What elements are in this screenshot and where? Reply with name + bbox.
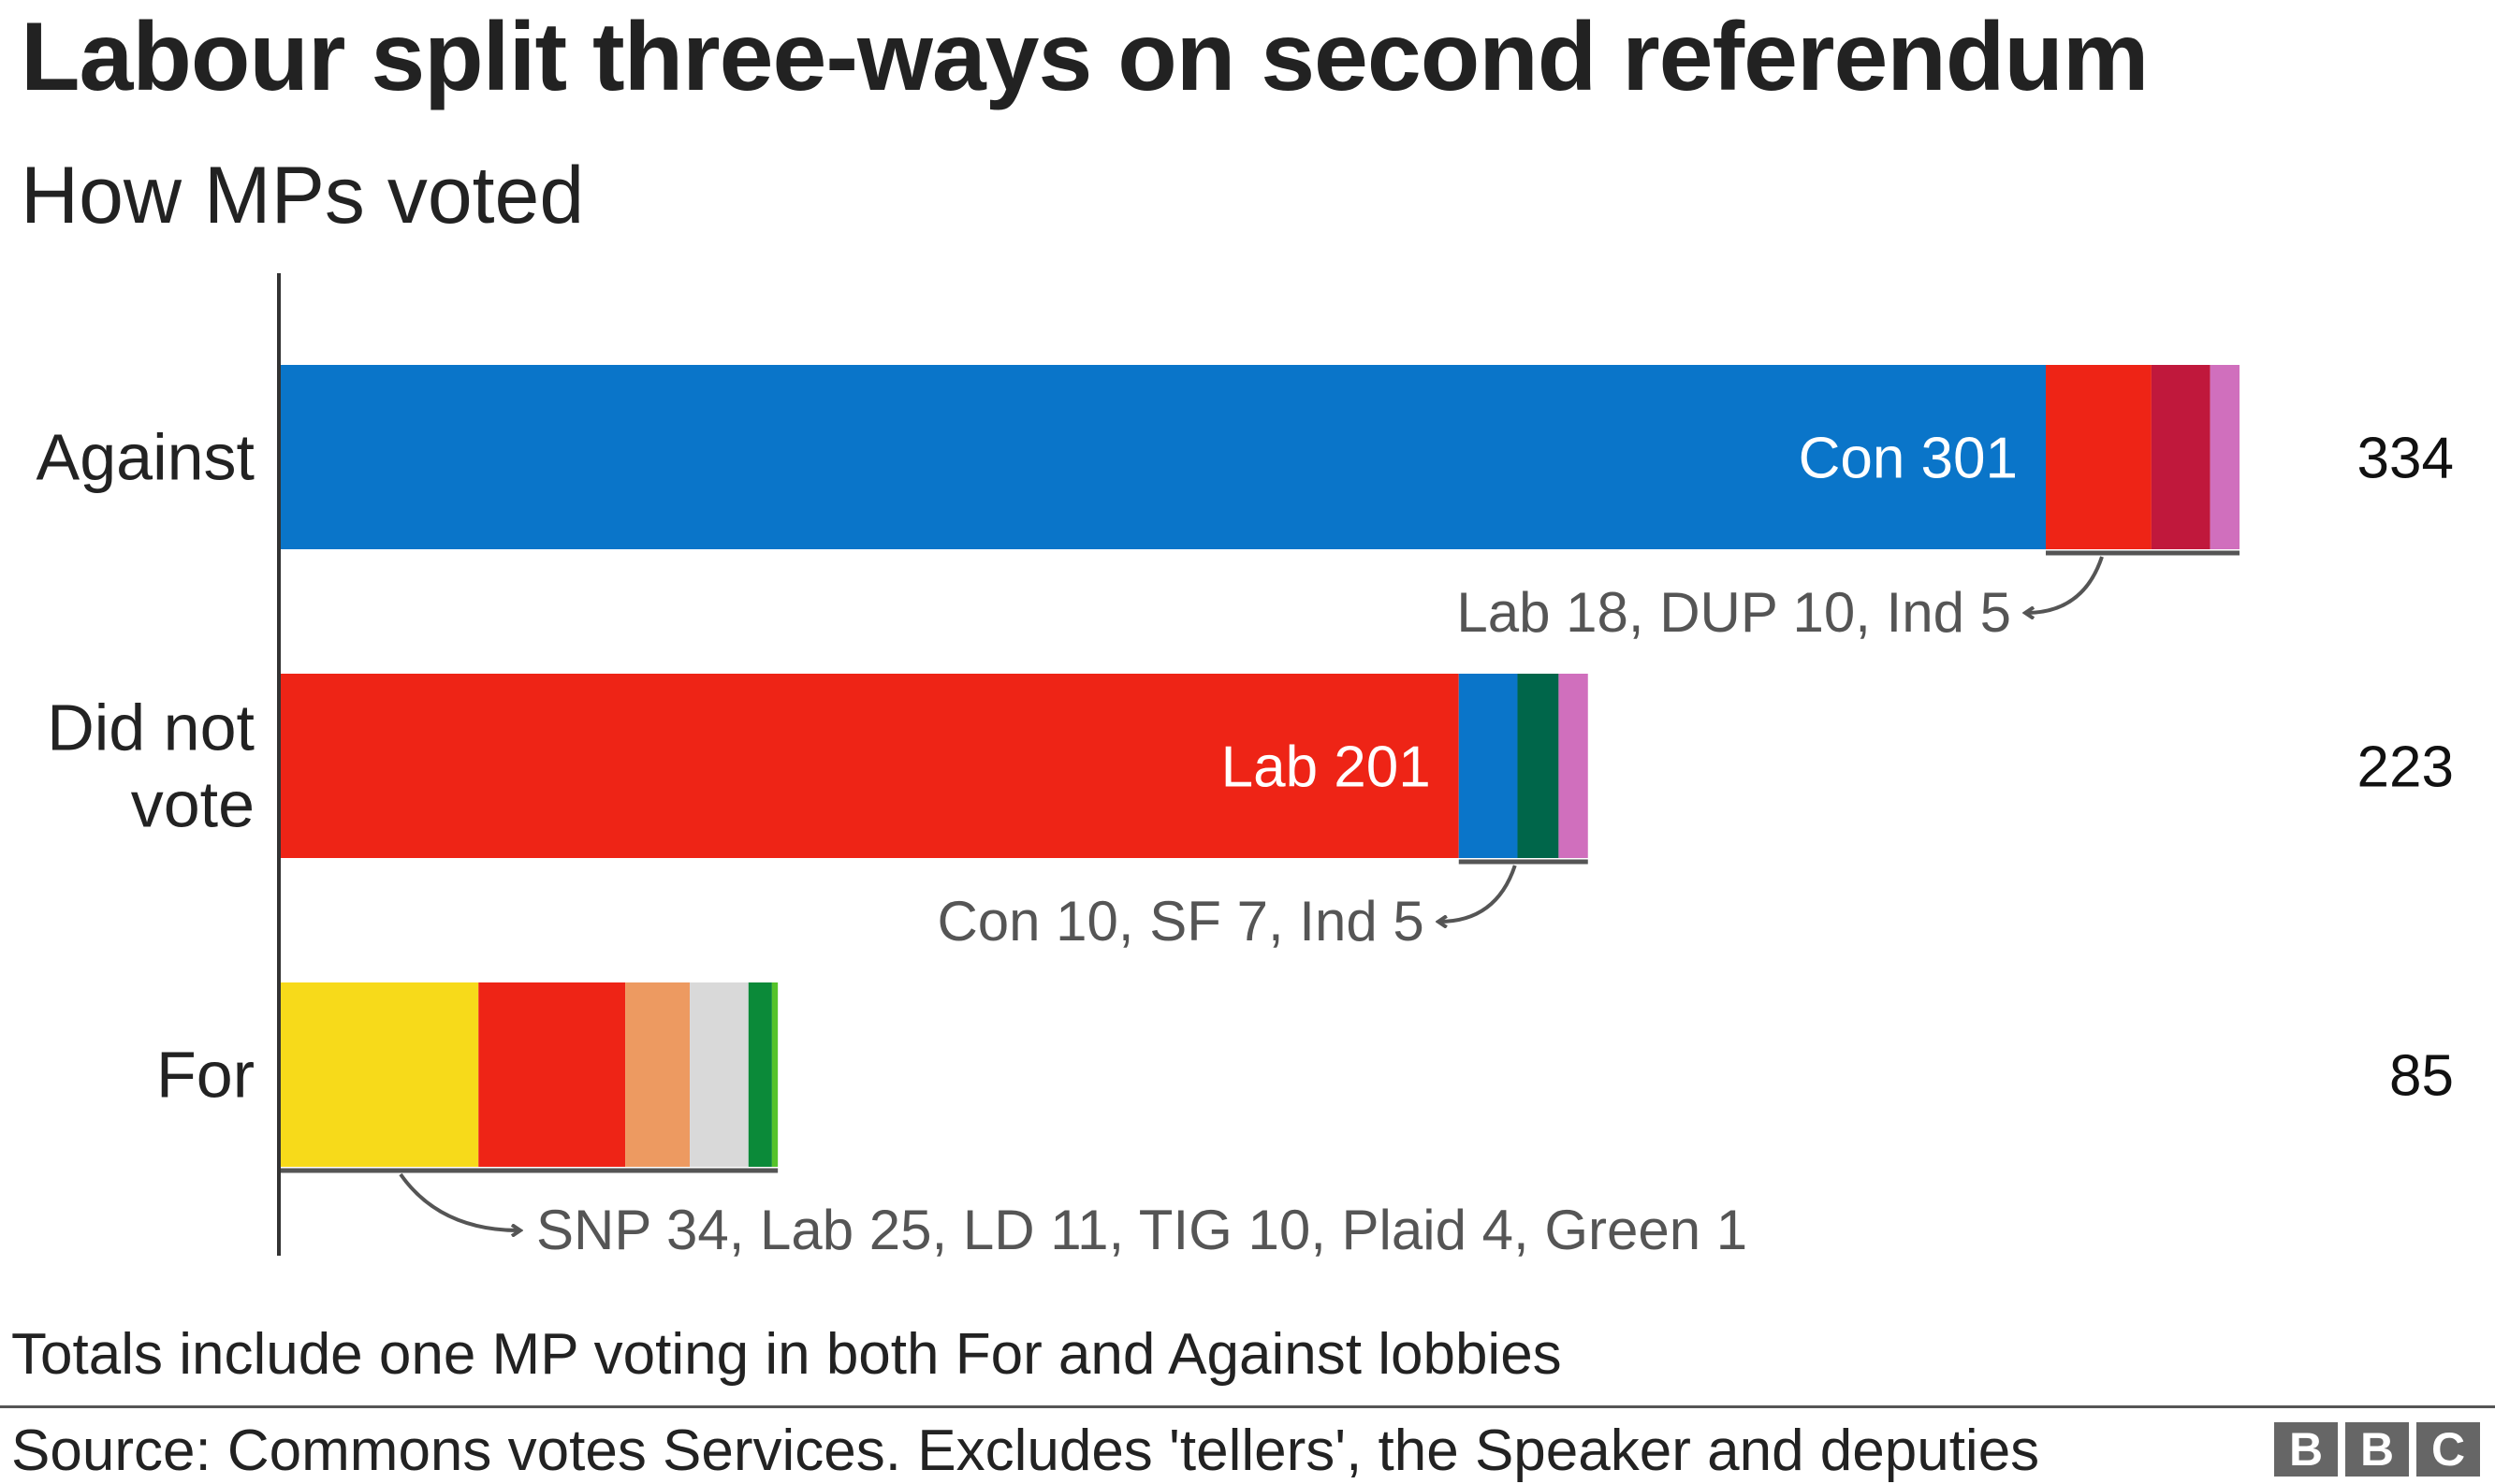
category-label: Did not <box>47 691 255 764</box>
bbc-logo-letter: C <box>2416 1422 2480 1477</box>
bbc-logo: B B C <box>2274 1422 2480 1477</box>
bar-segment-con <box>1458 674 1518 858</box>
chart-title: Labour split three-ways on second refere… <box>21 3 2149 111</box>
bar-segment-tig <box>690 982 749 1167</box>
bbc-logo-letter: B <box>2345 1422 2409 1477</box>
bar-segment-lab <box>478 982 626 1167</box>
bar-inside-label: Lab 201 <box>1221 735 1431 800</box>
chart-source: Source: Commons votes Services. Excludes… <box>11 1419 2040 1483</box>
bar-segment-ind <box>2210 365 2240 549</box>
bar-segment-lab <box>279 674 1459 858</box>
bar-segment-snp <box>279 982 479 1167</box>
annotation-arrow <box>399 1172 519 1230</box>
category-label: vote <box>131 768 255 841</box>
bar-total-label: 334 <box>2357 427 2454 491</box>
bar-segment-plaid <box>748 982 772 1167</box>
bar-segment-dup <box>2151 365 2210 549</box>
bar-segment-lab <box>2046 365 2152 549</box>
bar-segment-ind <box>1558 674 1588 858</box>
bar-segment-con <box>279 365 2047 549</box>
chart-subtitle: How MPs voted <box>21 151 585 240</box>
annotation-label: SNP 34, Lab 25, LD 11, TIG 10, Plaid 4, … <box>536 1199 1747 1261</box>
bar-total-label: 85 <box>2389 1044 2454 1109</box>
bbc-logo-letter: B <box>2274 1422 2338 1477</box>
annotation-arrow <box>2026 556 2104 613</box>
bar-inside-label: Con 301 <box>1799 427 2018 491</box>
stacked-bar-chart: Con 301 Against 334 Lab 18, DUP 10, Ind 5 La… <box>36 273 2454 1261</box>
chart-footnote: Totals include one MP voting in both For… <box>11 1322 1562 1387</box>
annotation-arrow <box>1439 865 1517 922</box>
bar-segment-ld <box>625 982 691 1167</box>
footer-divider <box>0 1405 2495 1408</box>
category-label: For <box>156 1039 255 1112</box>
annotation-label: Lab 18, DUP 10, Ind 5 <box>1456 581 2011 644</box>
bar-total-label: 223 <box>2357 735 2454 800</box>
bar-segment-sf <box>1517 674 1559 858</box>
category-label: Against <box>36 421 255 494</box>
bar-segment-green <box>771 982 779 1167</box>
annotation-label: Con 10, SF 7, Ind 5 <box>937 890 1423 953</box>
